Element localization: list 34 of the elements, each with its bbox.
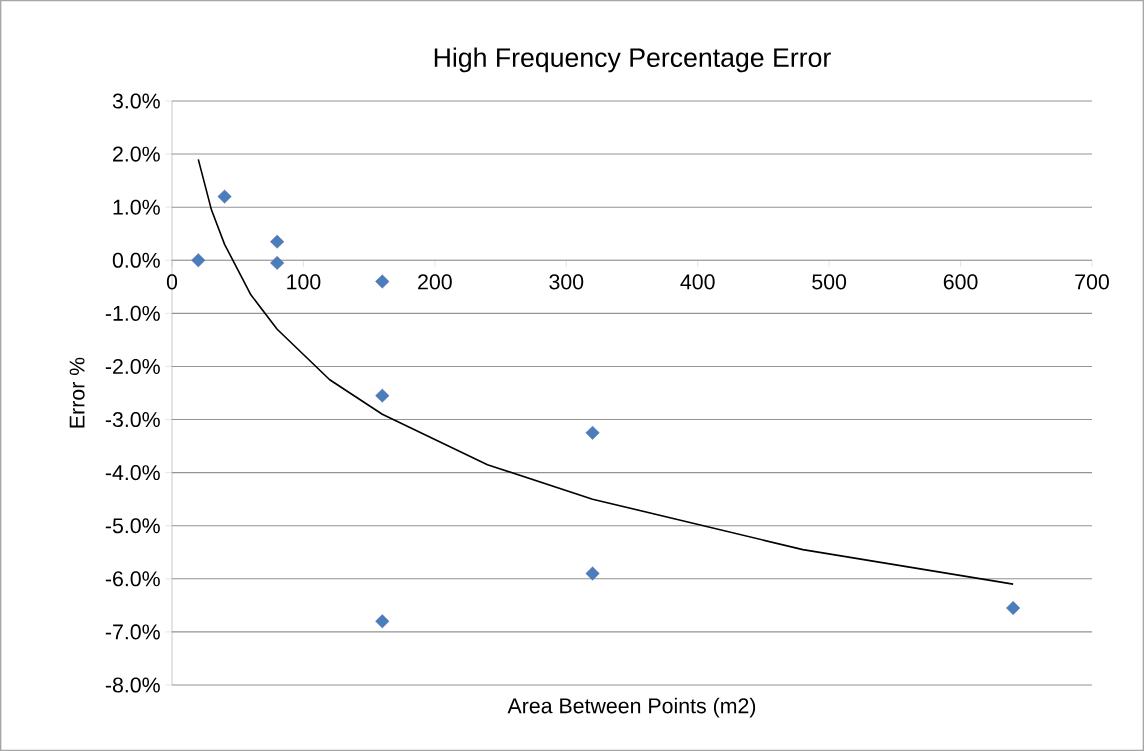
- x-axis-title: Area Between Points (m2): [507, 697, 756, 718]
- line-series: [197, 158, 1014, 585]
- y-tick-label: -4.0%: [105, 465, 160, 481]
- x-tick-label: 600: [943, 274, 978, 290]
- point: [375, 388, 390, 403]
- y-tick-label: -3.0%: [105, 412, 160, 428]
- y-tick-label: -5.0%: [105, 518, 160, 534]
- y-tick-label: 1.0%: [113, 199, 160, 215]
- y-tick-label: -2.0%: [105, 358, 160, 375]
- x-tick-label: 200: [418, 274, 452, 290]
- x-tick-label: 500: [812, 274, 847, 290]
- x-tick-label: 300: [549, 274, 584, 290]
- point: [191, 253, 206, 268]
- point: [585, 566, 600, 581]
- point: [375, 274, 390, 289]
- y-tick-label: 3.0%: [112, 93, 160, 109]
- point: [270, 234, 285, 249]
- y-tick-label: -7.0%: [105, 624, 160, 640]
- y-tick-label: 0.0%: [112, 252, 160, 268]
- point: [217, 189, 232, 204]
- y-axis-title: Error %: [69, 357, 85, 428]
- x-tick-label: 0: [166, 274, 178, 290]
- point: [270, 255, 285, 270]
- point: [585, 425, 600, 440]
- y-tick-label: -8.0%: [105, 677, 160, 693]
- point: [1006, 601, 1021, 615]
- chart-title: High Frequency Percentage Error: [434, 47, 831, 73]
- x-tick-label: 100: [287, 274, 321, 290]
- point: [375, 614, 390, 629]
- x-tick-label: 700: [1075, 274, 1109, 290]
- y-tick-label: 2.0%: [113, 146, 160, 162]
- y-tick-label: -6.0%: [105, 571, 160, 587]
- x-tick-label: 400: [680, 274, 715, 290]
- y-tick-label: -1.0%: [105, 305, 160, 321]
